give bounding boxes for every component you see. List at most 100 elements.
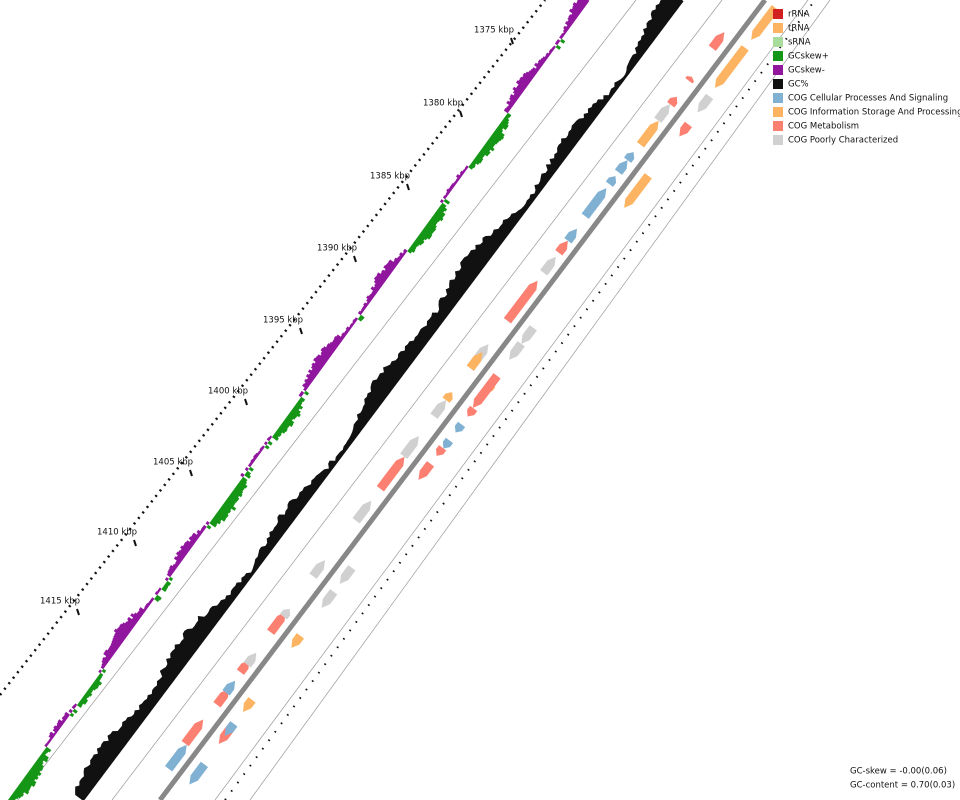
gc-skew-minus [109, 644, 119, 652]
gc-skew-minus [362, 304, 367, 310]
gc-skew-minus [130, 613, 140, 622]
gc-skew-minus [572, 4, 583, 14]
gene-feature [466, 352, 483, 371]
gc-skew-plus [161, 586, 167, 592]
gc-skew-minus [507, 104, 513, 110]
gc-skew-minus [550, 47, 555, 52]
gc-skew-minus [515, 86, 524, 94]
gc-skew-plus [299, 396, 306, 403]
gc-skew-minus [110, 641, 120, 650]
gc-skew-plus [501, 118, 509, 126]
gc-skew-minus [568, 14, 577, 22]
gc-skew-plus [500, 120, 509, 129]
gc-skew-minus [575, 1, 586, 10]
legend-swatch [773, 37, 783, 47]
gc-skew-plus [90, 684, 97, 691]
gc-skew-minus [127, 616, 137, 626]
gc-skew-plus [482, 144, 491, 152]
gc-skew-plus [27, 770, 39, 781]
gc-skew-minus [49, 731, 56, 738]
gc-skew-plus [292, 406, 301, 415]
gc-skew-minus [102, 656, 110, 664]
gc-skew-minus [531, 67, 539, 74]
legend-swatch [773, 23, 783, 33]
gc-skew-minus [529, 68, 538, 76]
gene-feature [685, 76, 694, 84]
gene-feature [222, 680, 236, 696]
gc-skew-minus [332, 338, 341, 346]
gc-skew-minus [176, 554, 184, 562]
gc-skew-minus [64, 711, 70, 718]
gc-skew-plus [95, 676, 101, 682]
gc-skew-plus [436, 208, 446, 217]
gc-skew-plus [560, 38, 566, 44]
gc-skew-plus [229, 492, 240, 501]
gc-skew-plus [434, 210, 444, 219]
gc-skew-minus [361, 307, 366, 312]
gc-skew-plus [276, 428, 283, 435]
gc-skew-plus [484, 142, 495, 152]
gc-skew-plus [212, 516, 222, 525]
gc-skew-plus [468, 164, 474, 170]
gc-skew-plus [431, 214, 441, 223]
gc-skew-minus [261, 445, 265, 450]
gc-skew-minus [329, 341, 338, 350]
gc-skew-minus [545, 52, 551, 58]
gc-skew-minus [343, 330, 348, 336]
gc-skew-plus [88, 686, 94, 692]
map-rings: 1375 kbp 1380 kbp 1385 kbp 1390 kbp 1395 kbp… [0, 0, 831, 800]
gc-skew-minus [52, 727, 59, 734]
gc-skew-plus [17, 784, 30, 795]
gc-skew-plus [101, 668, 107, 674]
gc-skew-plus [273, 432, 280, 439]
gc-skew-minus [521, 75, 532, 84]
gc-skew-plus [40, 752, 49, 760]
gc-skew-plus [488, 136, 498, 145]
gc-skew-minus [453, 181, 458, 186]
gene-feature [376, 456, 405, 492]
scale-label: 1380 kbp [423, 99, 463, 109]
gc-skew-plus [418, 232, 428, 241]
scale-label: 1385 kbp [370, 172, 410, 182]
gc-skew-minus [256, 451, 261, 456]
gc-skew-plus [490, 134, 500, 143]
gc-skew-minus [366, 295, 373, 302]
gc-skew-minus [48, 734, 54, 740]
gc-skew-minus [118, 625, 130, 636]
gc-skew-minus [357, 310, 363, 316]
legend-swatch [773, 135, 783, 145]
gc-skew-minus [167, 569, 174, 576]
gc-skew-minus [144, 604, 149, 610]
scale-major-tick [76, 608, 80, 616]
gc-skew-plus [24, 774, 37, 785]
gc-skew-minus [583, 0, 590, 4]
gc-skew-minus [205, 521, 210, 526]
gc-skew-minus [374, 282, 382, 290]
gc-skew-minus [189, 539, 196, 546]
gc-skew-minus [366, 301, 370, 306]
gc-skew-plus [433, 212, 444, 222]
gc-skew-plus [555, 44, 562, 50]
gc-skew-minus [340, 334, 345, 340]
scale-major-tick [353, 255, 357, 263]
gc-skew-minus [439, 199, 444, 204]
gc-skew-plus [162, 584, 169, 590]
gc-skew-minus [103, 651, 113, 660]
scale-label: 1405 kbp [153, 458, 193, 468]
gene-feature [442, 437, 454, 449]
gc-skew-minus [147, 601, 152, 606]
gene-feature [400, 436, 419, 459]
gc-skew-plus [282, 420, 290, 428]
gene-feature [472, 373, 501, 408]
gc-skew-plus [37, 756, 44, 763]
gc-skew-minus [345, 329, 350, 334]
gc-skew-minus [196, 529, 203, 536]
gc-skew-plus [231, 490, 240, 498]
gc-skew-minus [512, 86, 523, 96]
gc-skew-plus [8, 796, 15, 800]
gc-skew-minus [506, 100, 514, 108]
gc-skew-plus [430, 216, 439, 224]
gc-skew-plus [91, 682, 99, 690]
scale-major-tick [133, 539, 137, 547]
gc-skew-plus [34, 760, 44, 769]
